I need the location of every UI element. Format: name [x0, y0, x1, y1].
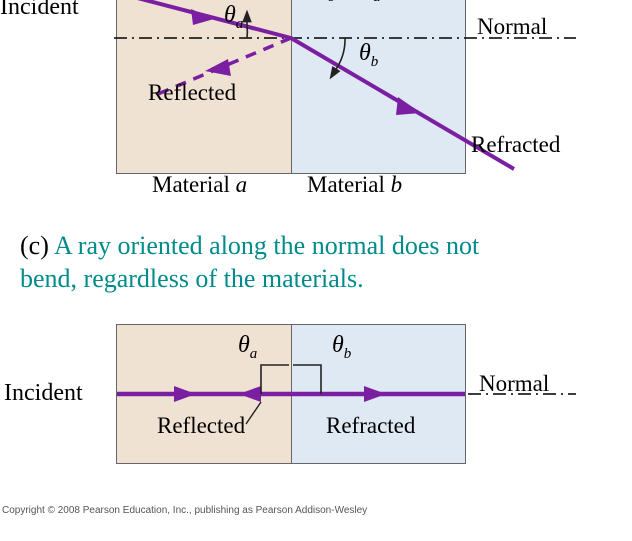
theta-a-label-2: θa — [238, 332, 257, 363]
copyright-text: Copyright © 2008 Pearson Education, Inc.… — [2, 505, 367, 516]
incident-label-2: Incident — [4, 380, 83, 407]
diagram-2 — [116, 324, 466, 464]
theta-b-label: θb — [359, 40, 378, 71]
material-a-label: Material a — [152, 172, 247, 198]
reflected-arrow — [205, 59, 231, 76]
refracted-label-2: Refracted — [326, 413, 415, 439]
incident-arrow-2a — [174, 386, 196, 402]
nb-lt-na-label: nb < na — [316, 0, 381, 6]
refracted-arrow — [396, 97, 421, 115]
normal-label-2: Normal — [479, 371, 549, 397]
incident-label: Incident — [0, 0, 79, 21]
reflected-label-2: Reflected — [157, 413, 245, 439]
caption-c: (c) A ray oriented along the normal does… — [20, 230, 479, 295]
incident-ray — [76, 0, 291, 38]
normal-label-1: Normal — [477, 14, 547, 40]
theta-a-label: θa — [224, 2, 243, 33]
reflected-label-1: Reflected — [148, 80, 236, 106]
refracted-arrow-2 — [364, 386, 386, 402]
reflected-pointer — [246, 402, 261, 424]
reflected-arrow-2 — [239, 386, 261, 402]
theta-b-arrow — [333, 66, 338, 74]
theta-b-rightangle — [293, 365, 321, 394]
material-b-label: Material b — [307, 172, 402, 198]
theta-a-rightangle — [261, 365, 289, 394]
refracted-label-1: Refracted — [471, 132, 560, 158]
theta-b-arc — [338, 38, 345, 66]
theta-b-label-2: θb — [332, 332, 351, 363]
